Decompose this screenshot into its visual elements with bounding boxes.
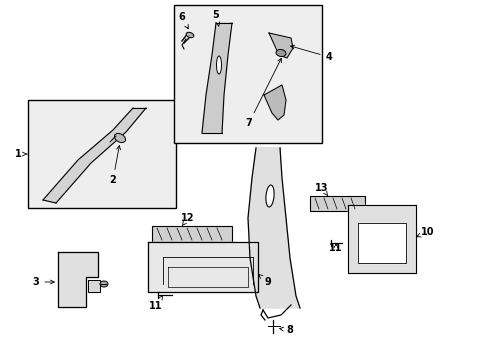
Text: 1: 1: [15, 149, 27, 159]
Ellipse shape: [100, 281, 108, 287]
Ellipse shape: [114, 134, 125, 143]
Ellipse shape: [186, 32, 193, 38]
Text: 5: 5: [212, 10, 219, 26]
Bar: [28, 100, 176, 208]
Polygon shape: [357, 223, 405, 263]
Text: 7: 7: [245, 58, 281, 128]
Text: 8: 8: [279, 325, 293, 335]
Polygon shape: [202, 23, 231, 133]
Ellipse shape: [265, 185, 274, 207]
Ellipse shape: [216, 56, 221, 74]
Text: 12: 12: [181, 213, 194, 226]
Text: 2: 2: [109, 146, 120, 185]
Bar: [309, 196, 364, 211]
Polygon shape: [268, 33, 292, 58]
Text: 11: 11: [149, 296, 163, 311]
Polygon shape: [148, 242, 258, 292]
Polygon shape: [43, 108, 146, 203]
Text: 4: 4: [290, 45, 332, 62]
Polygon shape: [264, 85, 285, 120]
Polygon shape: [88, 280, 100, 292]
Bar: [152, 226, 231, 242]
Ellipse shape: [275, 49, 285, 57]
Text: 10: 10: [416, 227, 434, 237]
Text: 11: 11: [328, 243, 342, 253]
Text: 6: 6: [178, 12, 188, 29]
Polygon shape: [58, 252, 98, 307]
Polygon shape: [247, 148, 299, 308]
Bar: [174, 5, 321, 143]
Polygon shape: [347, 205, 415, 273]
Text: 9: 9: [258, 275, 271, 287]
Text: 3: 3: [33, 277, 54, 287]
Text: 13: 13: [315, 183, 328, 196]
